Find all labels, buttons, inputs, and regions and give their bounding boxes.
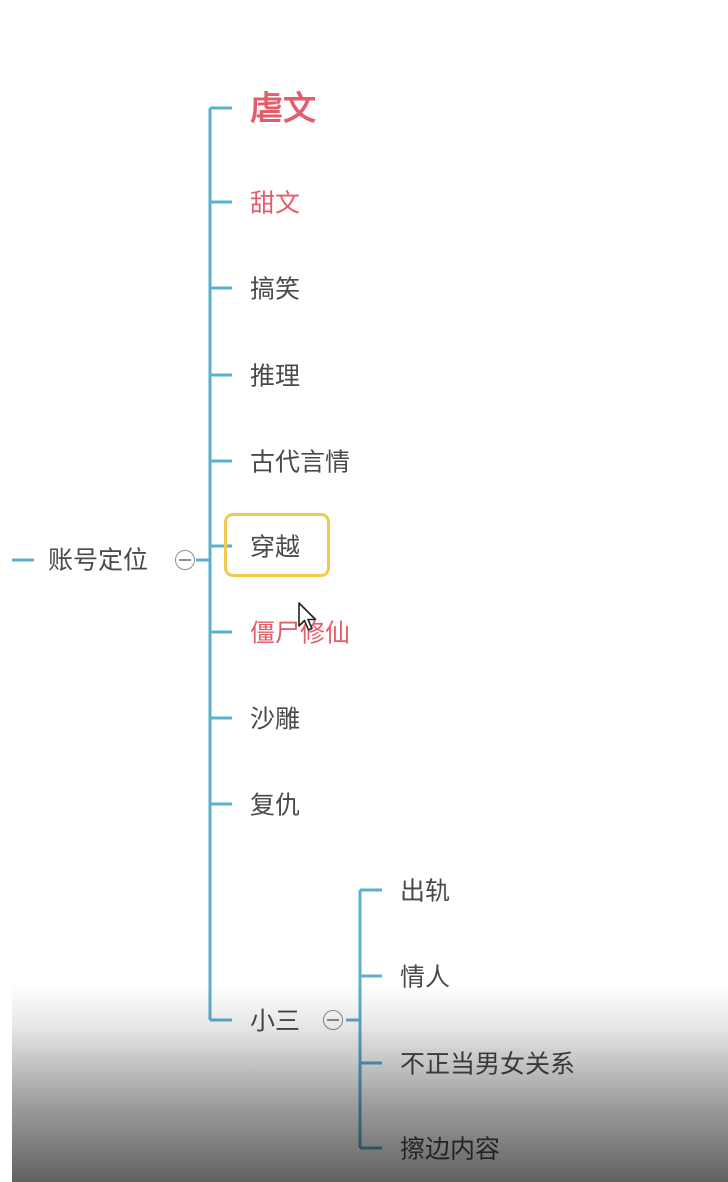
topic-node[interactable]: 古代言情: [250, 447, 351, 477]
topic-node-selected[interactable]: 穿越: [250, 532, 301, 562]
circle-minus-icon[interactable]: [323, 1010, 343, 1030]
subtopic-node[interactable]: 擦边内容: [400, 1134, 501, 1164]
subtopic-node[interactable]: 出轨: [400, 876, 451, 906]
topic-node[interactable]: 虐文: [250, 88, 316, 128]
topic-node[interactable]: 搞笑: [250, 274, 301, 304]
topic-node[interactable]: 沙雕: [250, 704, 301, 734]
topic-node[interactable]: 复仇: [250, 790, 301, 820]
subtopic-node[interactable]: 情人: [400, 962, 451, 992]
topic-node[interactable]: 小三: [250, 1006, 301, 1036]
topic-node[interactable]: 甜文: [250, 188, 301, 218]
subtopic-node[interactable]: 不正当男女关系: [400, 1049, 576, 1079]
arrow-cursor-icon: [298, 602, 317, 631]
selected-topic-highlight[interactable]: [224, 513, 330, 577]
circle-minus-icon[interactable]: [175, 550, 195, 570]
topic-node[interactable]: 推理: [250, 361, 301, 391]
root-topic[interactable]: 账号定位: [48, 545, 149, 575]
